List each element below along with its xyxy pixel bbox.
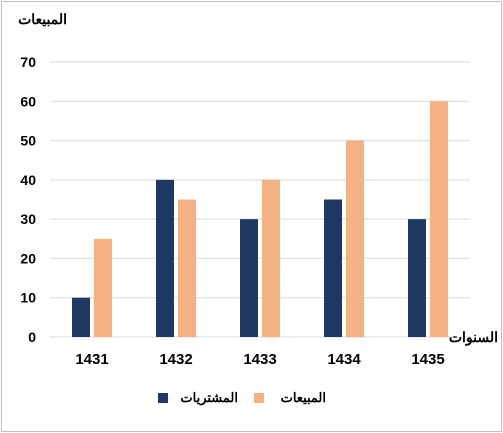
bar-series2-1432	[178, 199, 196, 337]
y-axis-label: المبيعات	[18, 11, 67, 27]
y-tick-label: 70	[20, 54, 36, 70]
legend: المشتريات المبيعات	[158, 390, 326, 406]
bar-series2-1434	[346, 140, 364, 337]
bar-series1-1431	[72, 297, 90, 337]
y-tick-label: 40	[20, 172, 36, 188]
x-tick-label: 1434	[327, 351, 361, 368]
x-tick-label: 1435	[411, 351, 444, 368]
x-tick-label: 1433	[243, 351, 276, 368]
bar-series2-1433	[262, 179, 280, 337]
y-tick-label: 0	[28, 329, 36, 345]
x-axis-label: السنوات	[449, 329, 498, 346]
bar-series1-1435	[408, 219, 426, 337]
bars	[72, 101, 448, 338]
bar-series2-1431	[94, 238, 112, 337]
y-tick-label: 10	[20, 290, 36, 306]
y-tick-label: 50	[20, 133, 36, 149]
x-tick-label: 1431	[75, 351, 108, 368]
y-axis-tick-labels: 0 10 20 30 40 50 60 70	[20, 54, 36, 345]
legend-swatch	[158, 393, 168, 403]
y-tick-label: 60	[20, 93, 36, 109]
bar-series1-1432	[156, 179, 174, 337]
y-tick-label: 30	[20, 211, 36, 227]
gridlines	[50, 61, 470, 338]
bar-series1-1433	[240, 219, 258, 337]
x-axis-tick-labels: 1431 1432 1433 1434 1435	[75, 351, 444, 368]
legend-swatch	[254, 393, 264, 403]
bar-series1-1434	[324, 199, 342, 337]
x-tick-label: 1432	[159, 351, 192, 368]
bar-series2-1435	[430, 101, 448, 338]
legend-label: المبيعات	[281, 390, 326, 405]
y-tick-label: 20	[20, 250, 36, 266]
legend-label: المشتريات	[180, 390, 238, 406]
